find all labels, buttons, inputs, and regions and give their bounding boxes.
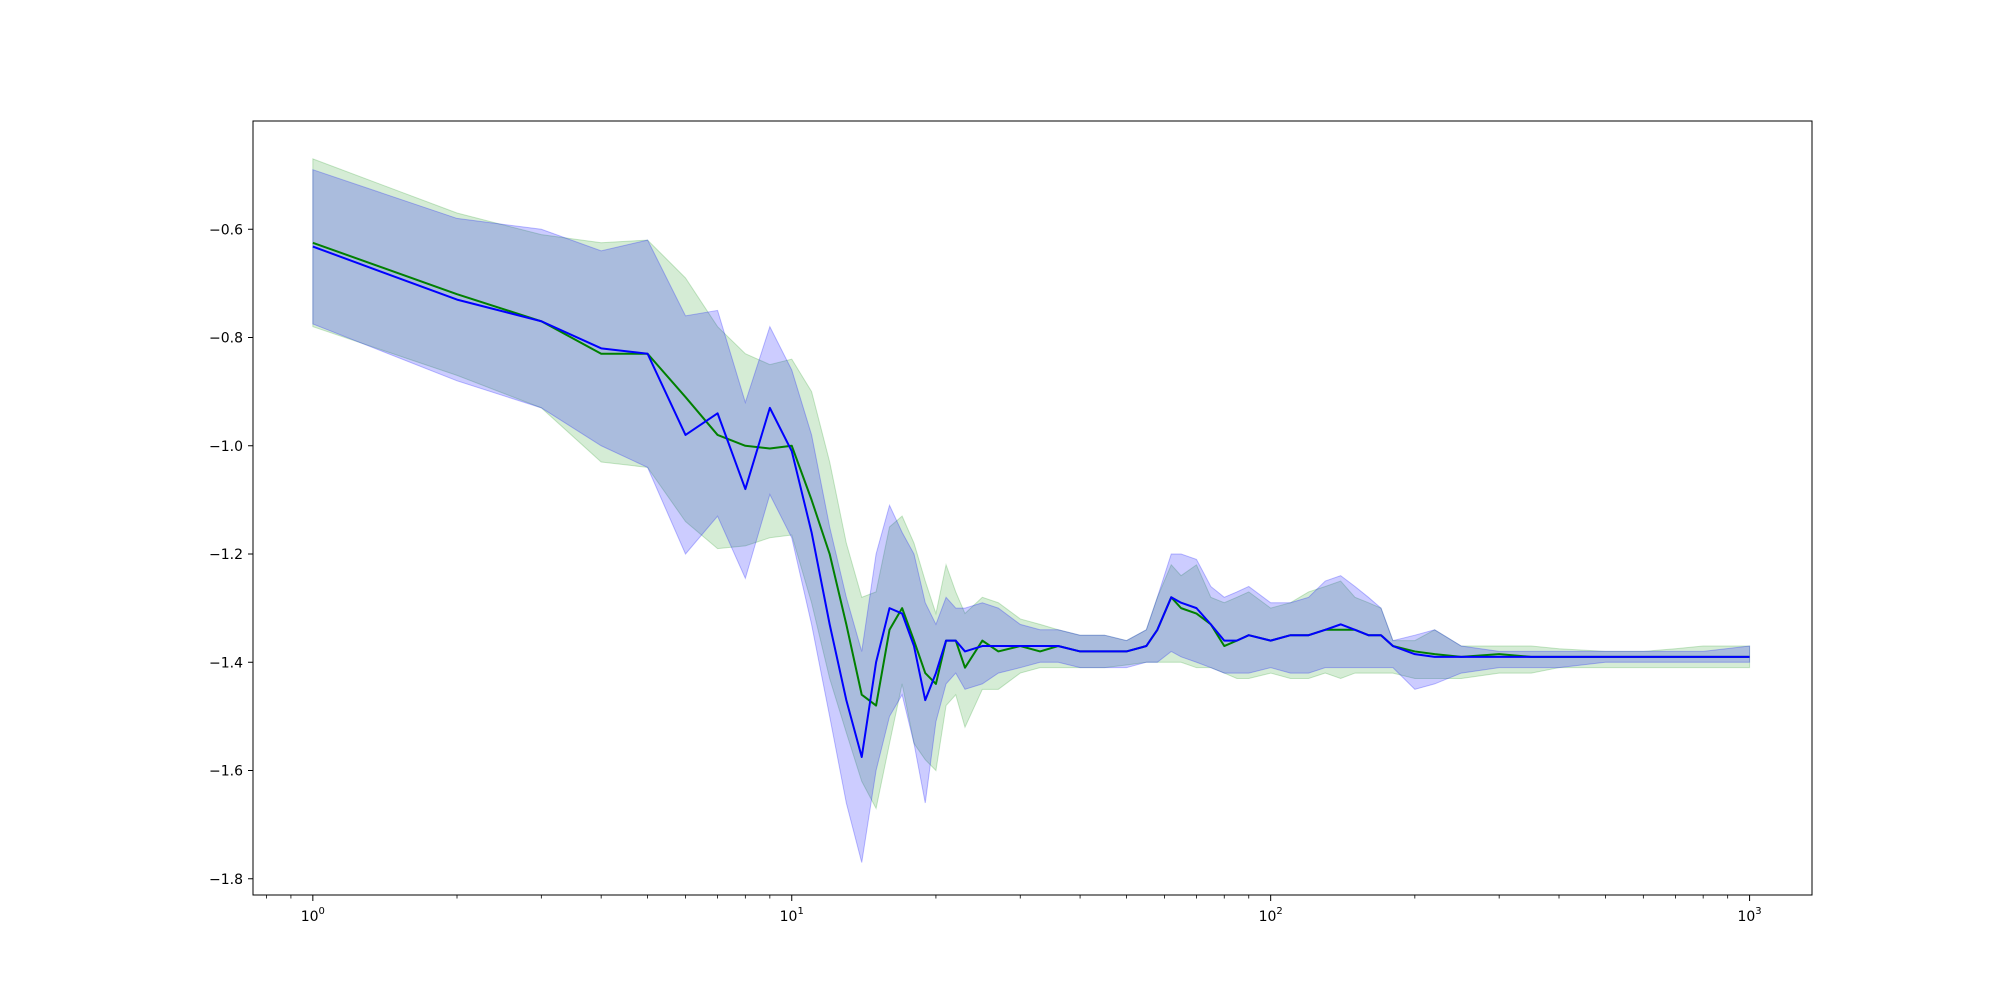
x-tick-label-exponent: 3 bbox=[1755, 906, 1761, 917]
x-tick-label: 100 bbox=[301, 906, 325, 925]
x-axis: 100 101 102 103 bbox=[266, 895, 1762, 925]
y-tick-label: −1.6 bbox=[209, 764, 243, 780]
series-1-band bbox=[312, 169, 1751, 863]
series-lines bbox=[312, 241, 1750, 758]
x-tick-label: 102 bbox=[1259, 906, 1283, 925]
y-tick-label: −0.6 bbox=[209, 222, 243, 238]
x-tick-label: 103 bbox=[1737, 906, 1761, 925]
x-tick-label-exponent: 2 bbox=[1276, 906, 1282, 917]
x-tick-label-exponent: 0 bbox=[319, 906, 325, 917]
x-tick-label-base: 10 bbox=[780, 909, 798, 925]
x-tick-label: 101 bbox=[780, 906, 804, 925]
y-tick-label: −0.8 bbox=[209, 331, 243, 347]
y-tick-label: −1.2 bbox=[209, 547, 243, 563]
x-tick-label-exponent: 1 bbox=[797, 906, 803, 917]
x-tick-label-base: 10 bbox=[1259, 909, 1277, 925]
y-axis: −0.6 −0.8 −1.0 −1.2 −1.4 −1.6 −1.8 bbox=[209, 222, 253, 888]
series-1-line bbox=[312, 245, 1750, 758]
y-tick-label: −1.8 bbox=[209, 872, 243, 888]
y-tick-label: −1.4 bbox=[209, 655, 243, 671]
confidence-bands bbox=[312, 158, 1751, 863]
x-tick-label-base: 10 bbox=[301, 909, 319, 925]
plot-area-frame bbox=[252, 120, 1813, 896]
series-0-band bbox=[312, 158, 1751, 810]
y-tick-label: −1.0 bbox=[209, 439, 243, 455]
x-tick-label-base: 10 bbox=[1737, 909, 1755, 925]
